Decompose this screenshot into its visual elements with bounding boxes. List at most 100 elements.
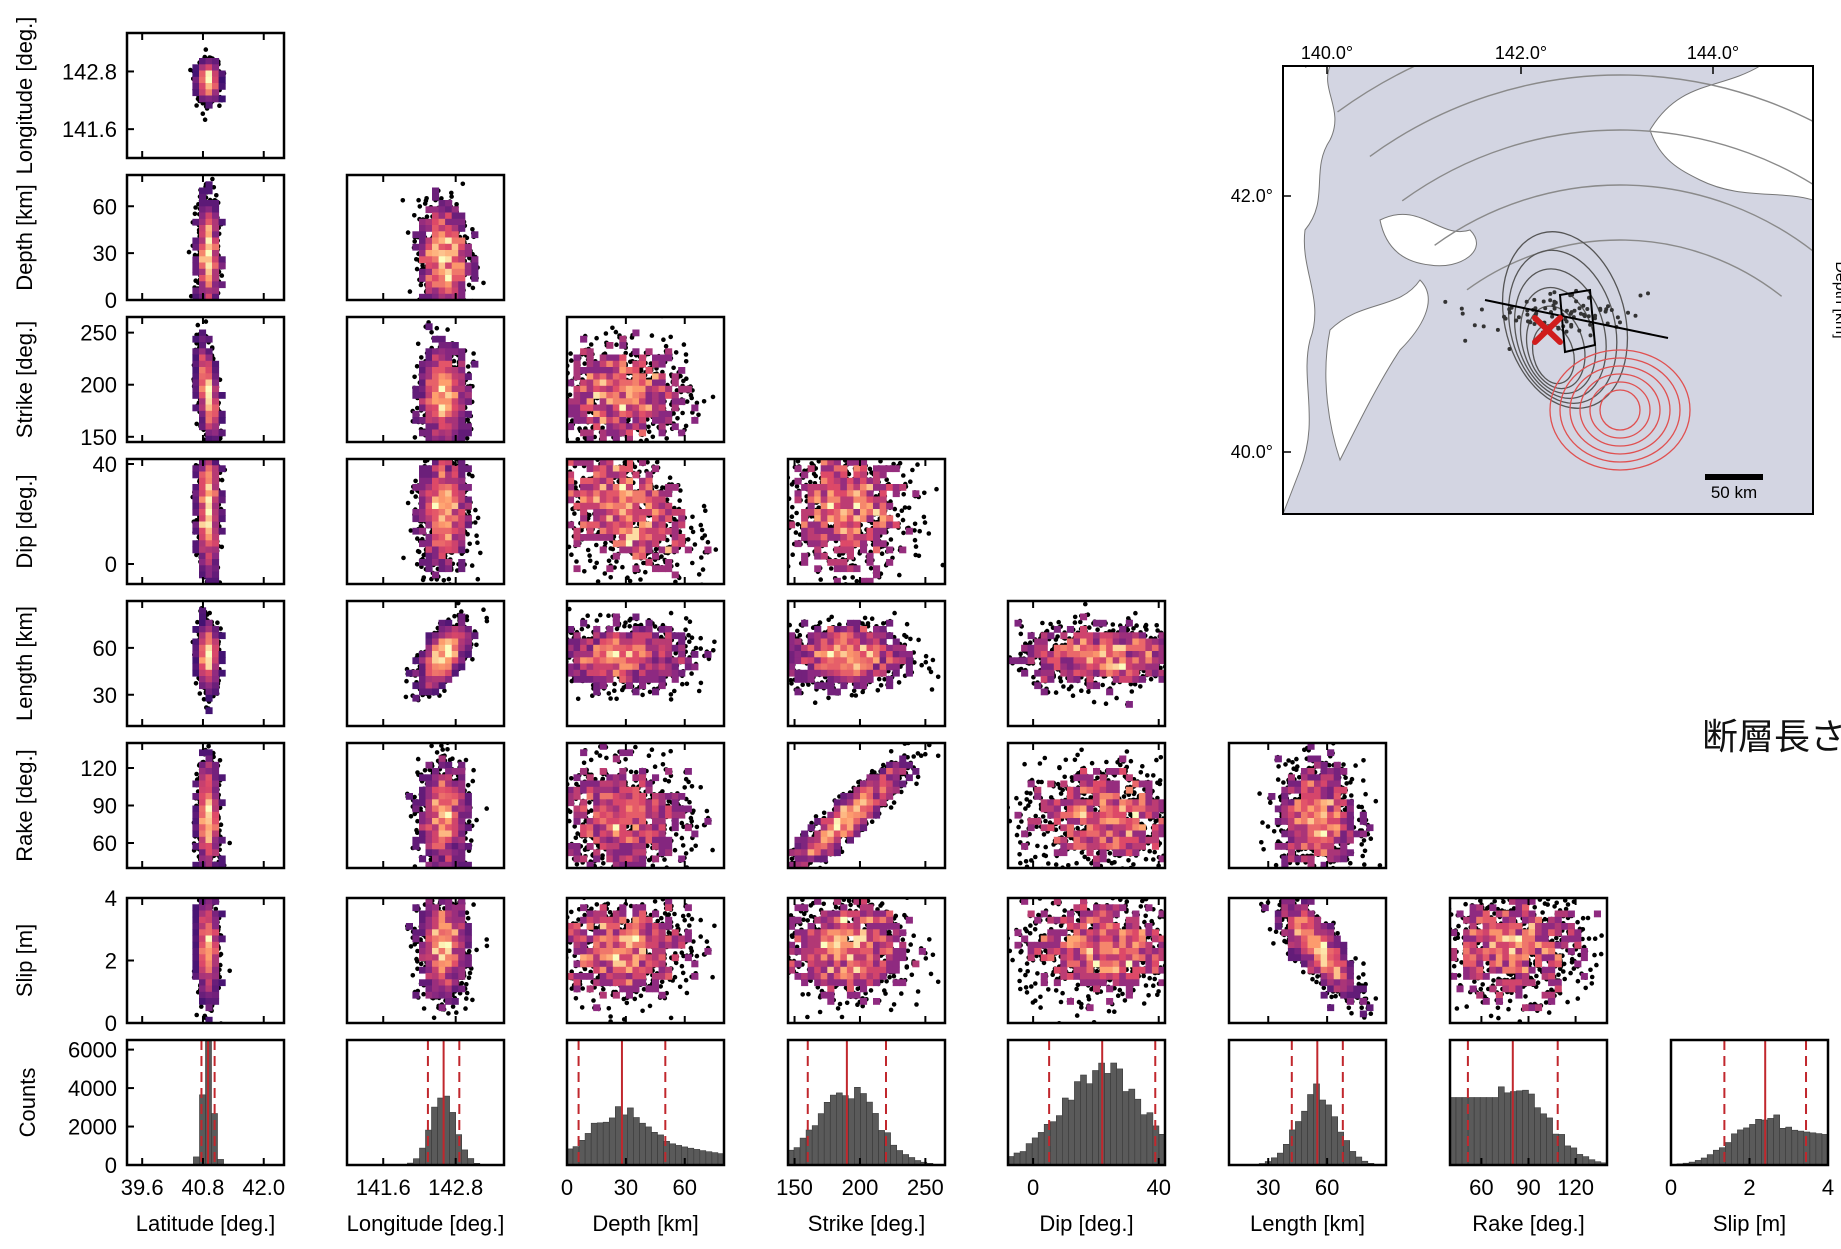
y-tick-label: 30: [93, 683, 117, 708]
scatter-panel-rake-vs-length: [1229, 725, 1386, 906]
y-tick-label: 4: [105, 886, 117, 911]
y-tick-label: 90: [93, 794, 117, 819]
x-tick-label: 0: [1027, 1175, 1039, 1200]
x-axis-label: Slip [m]: [1713, 1211, 1786, 1236]
y-tick-label: 30: [93, 241, 117, 266]
y-tick-label: 0: [105, 1011, 117, 1036]
right-edge-label: Depth [km]: [1832, 261, 1841, 338]
x-tick-label: 40.8: [182, 1175, 225, 1200]
scatter-panel-length-vs-lon: [347, 601, 504, 726]
scatter-panel-slip-vs-lat: 0 2 4 Slip [m]: [12, 870, 284, 1036]
histogram-dip: 0 40 Dip [deg.]: [1008, 1040, 1171, 1236]
y-tick-label: 0: [105, 1153, 117, 1178]
x-tick-label: 200: [842, 1175, 879, 1200]
scatter-panel-slip-vs-rake: [1422, 870, 1607, 1033]
x-tick-label: 60: [673, 1175, 697, 1200]
scatter-panel-length-vs-dip: [980, 597, 1239, 726]
y-tick-label: 0: [105, 552, 117, 577]
x-tick-label: 60: [1469, 1175, 1493, 1200]
depth-contour: [1273, 0, 1841, 38]
x-axis-label: Depth [km]: [592, 1211, 698, 1236]
y-tick-label: 2000: [68, 1115, 117, 1140]
map-lat-label: 42.0°: [1231, 186, 1273, 206]
x-tick-label: 141.6: [356, 1175, 411, 1200]
y-tick-label: 40: [93, 452, 117, 477]
y-tick-label: 141.6: [62, 117, 117, 142]
y-axis-label: Rake [deg.]: [12, 749, 37, 862]
scatter-panel-dip-vs-strike: [761, 417, 979, 610]
scatter-panel-rake-vs-strike: [754, 721, 945, 896]
y-tick-label: 60: [93, 831, 117, 856]
y-axis-label: Counts: [15, 1068, 40, 1138]
map-lon-label: 142.0°: [1495, 43, 1547, 63]
scatter-panel-rake-vs-dip: [962, 717, 1239, 903]
scale-bar-label: 50 km: [1711, 483, 1757, 502]
x-tick-label: 4: [1822, 1175, 1834, 1200]
x-tick-label: 42.0: [242, 1175, 285, 1200]
scatter-panel-depth-vs-lon: [347, 159, 504, 342]
y-tick-label: 120: [80, 756, 117, 781]
y-tick-label: 200: [80, 373, 117, 398]
histogram-depth: 0 30 60 Depth [km]: [561, 1040, 724, 1236]
y-tick-label: 4000: [68, 1076, 117, 1101]
y-tick-label: 60: [93, 194, 117, 219]
x-tick-label: 40: [1146, 1175, 1170, 1200]
x-axis-label: Length [km]: [1250, 1211, 1365, 1236]
scatter-panel-slip-vs-depth: [515, 866, 734, 1024]
scatter-panel-length-vs-depth: [519, 587, 724, 727]
map-lon-label: 144.0°: [1687, 43, 1739, 63]
scatter-panel-strike-vs-lon: [347, 317, 504, 479]
x-tick-label: 30: [614, 1175, 638, 1200]
scatter-panel-slip-vs-length: [1229, 872, 1404, 1049]
scatter-panel-rake-vs-lon: [347, 725, 504, 913]
y-tick-label: 0: [105, 288, 117, 313]
scatter-panel-rake-vs-depth: [515, 728, 743, 901]
scatter-panel-strike-vs-lat: 150 200 250 Strike [deg.]: [12, 317, 284, 491]
annotation-text: 断層長さ: [1702, 708, 1841, 760]
scatter-panel-dip-vs-lon: [347, 426, 504, 599]
scatter-panel-slip-vs-lon: [347, 863, 504, 1035]
x-axis-label: Strike [deg.]: [808, 1211, 925, 1236]
x-tick-label: 150: [776, 1175, 813, 1200]
y-tick-label: 60: [93, 636, 117, 661]
y-axis-label: Slip [m]: [12, 924, 37, 997]
scatter-panel-length-vs-strike: [743, 598, 945, 726]
histogram-lat: 39.6 40.8 42.0 Latitude [deg.] 0 2000 4000 6000…: [15, 1038, 285, 1236]
scatter-panel-strike-vs-depth: [515, 314, 743, 468]
x-axis-label: Longitude [deg.]: [347, 1211, 505, 1236]
y-axis-label: Depth [km]: [12, 184, 37, 290]
y-axis-label: Length [km]: [12, 606, 37, 721]
x-tick-label: 39.6: [121, 1175, 164, 1200]
y-tick-label: 2: [105, 949, 117, 974]
x-axis-label: Latitude [deg.]: [136, 1211, 275, 1236]
scatter-panel-length-vs-lat: 30 60 Length [km]: [12, 601, 284, 726]
x-tick-label: 60: [1315, 1175, 1339, 1200]
histogram-length: 30 60 Length [km]: [1229, 1040, 1386, 1236]
x-tick-label: 0: [561, 1175, 573, 1200]
map-lon-label: 140.0°: [1301, 43, 1353, 63]
y-tick-label: 6000: [68, 1038, 117, 1063]
y-axis-label: Dip [deg.]: [12, 474, 37, 568]
map-lat-label: 40.0°: [1231, 442, 1273, 462]
scatter-panel-slip-vs-dip: [962, 856, 1239, 1027]
y-axis-label: Strike [deg.]: [12, 321, 37, 438]
y-axis-label: Longitude [deg.]: [12, 17, 37, 175]
x-tick-label: 2: [1743, 1175, 1755, 1200]
y-tick-label: 150: [80, 425, 117, 450]
scale-bar: [1705, 474, 1763, 480]
x-tick-label: 120: [1557, 1175, 1594, 1200]
x-tick-label: 142.8: [428, 1175, 483, 1200]
scatter-panel-slip-vs-strike: [756, 839, 945, 1023]
x-tick-label: 90: [1516, 1175, 1540, 1200]
y-tick-label: 250: [80, 321, 117, 346]
map-inset: 50 km 140.0° 142.0° 144.0° 42.0° 40.0° Depth […: [1208, 0, 1841, 514]
x-axis-label: Dip [deg.]: [1039, 1211, 1133, 1236]
scatter-panel-dip-vs-lat: 0 40 Dip [deg.]: [12, 368, 284, 603]
x-tick-label: 30: [1256, 1175, 1280, 1200]
scatter-panel-rake-vs-lat: 60 90 120 Rake [deg.]: [12, 740, 284, 904]
